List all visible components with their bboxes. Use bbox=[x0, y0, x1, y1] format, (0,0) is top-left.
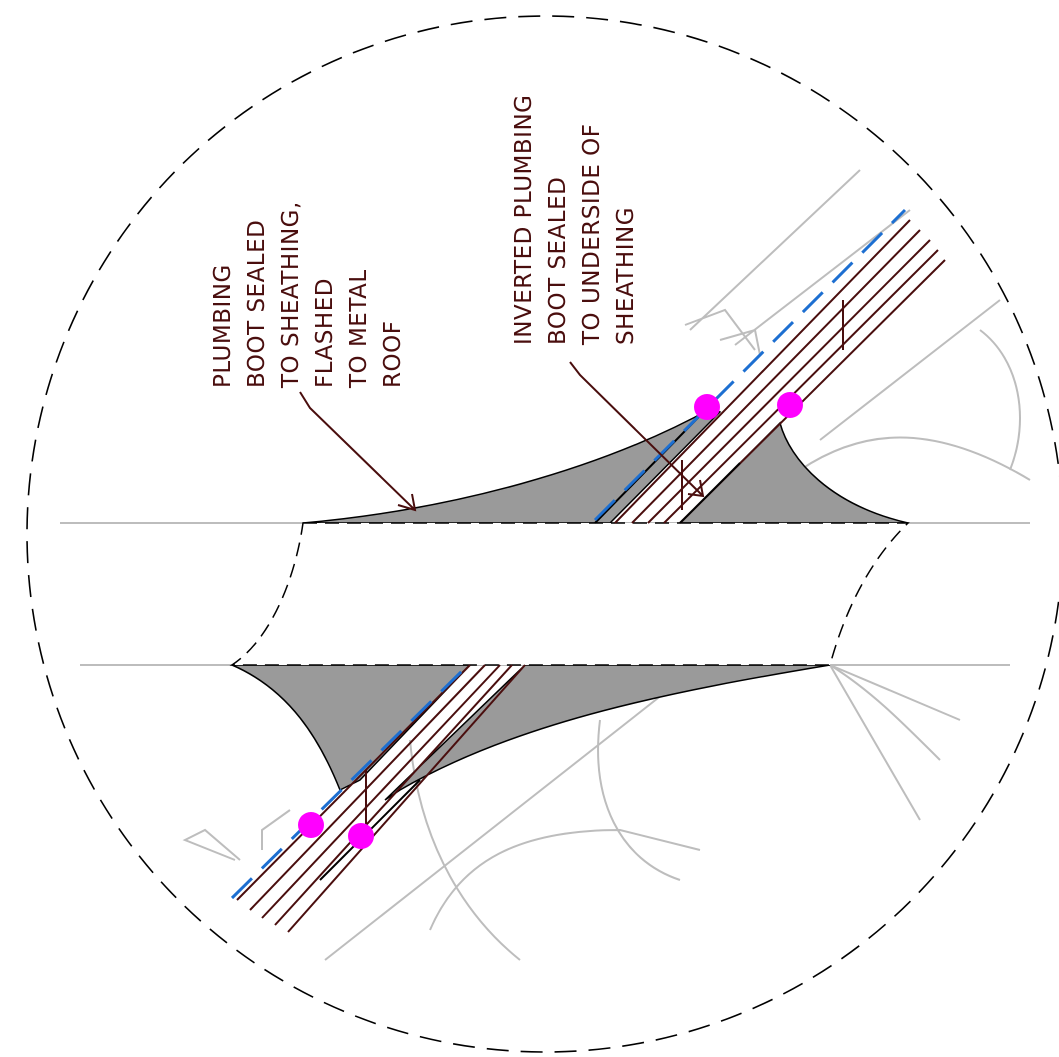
right-note-line-4: SHEATHING bbox=[613, 207, 639, 345]
right-note-line-1: INVERTED PLUMBING bbox=[511, 95, 537, 345]
left-note-line-4: FLASHED bbox=[312, 278, 338, 388]
fastener-dot bbox=[694, 394, 720, 420]
right-note-line-2: BOOT SEALED bbox=[545, 177, 571, 345]
upper-left-boot bbox=[302, 407, 722, 524]
vent-pipe bbox=[229, 522, 910, 666]
fastener-dot bbox=[777, 392, 803, 418]
left-note-line-2: BOOT SEALED bbox=[244, 220, 270, 388]
fastener-dot bbox=[348, 823, 374, 849]
right-note: INVERTED PLUMBING BOOT SEALED TO UNDERSI… bbox=[511, 95, 639, 346]
fastener-markers bbox=[298, 392, 803, 849]
left-note-line-1: PLUMBING bbox=[210, 264, 236, 388]
upper-right-boot bbox=[678, 421, 909, 524]
right-note-arrowhead bbox=[687, 479, 705, 498]
left-note-arrowhead bbox=[397, 493, 417, 512]
roof-assembly-lower bbox=[230, 664, 526, 933]
left-note-line-6: ROOF bbox=[380, 321, 406, 388]
right-note-leader bbox=[569, 361, 704, 497]
leader-lines bbox=[299, 361, 705, 512]
right-note-line-3: TO UNDERSIDE OF bbox=[579, 124, 605, 347]
left-note-leader bbox=[299, 391, 416, 511]
left-note-line-5: TO METAL bbox=[346, 269, 372, 389]
fastener-dot bbox=[298, 812, 324, 838]
left-note: PLUMBING BOOT SEALED TO SHEATHING, FLASH… bbox=[210, 201, 406, 389]
left-note-line-3: TO SHEATHING, bbox=[278, 201, 304, 389]
